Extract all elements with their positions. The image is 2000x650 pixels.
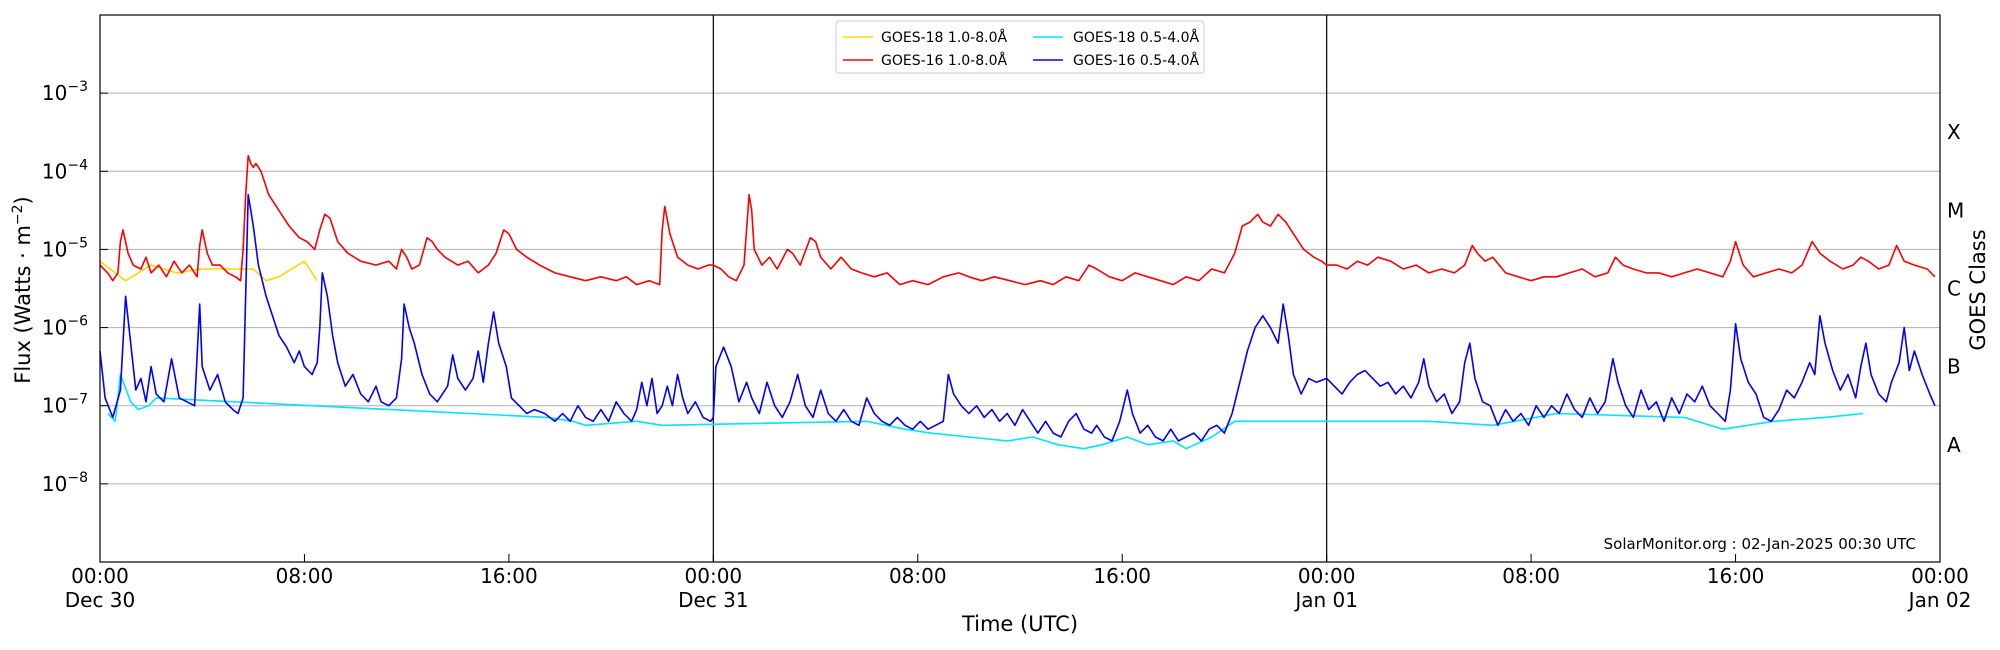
series-line	[99, 260, 318, 282]
day-boundaries	[712, 15, 1328, 562]
goes-class-label: M	[1947, 198, 1964, 222]
x-tick-time-label: 00:00	[1911, 564, 1969, 588]
y-axis-title-sup: −2	[10, 204, 26, 225]
y-tick-label: 10−4	[42, 157, 88, 183]
legend-label-goes18-short: GOES-18 0.5-4.0Å	[1073, 29, 1199, 46]
x-axis-title: Time (UTC)	[961, 612, 1078, 636]
y-tick-exponent: −7	[67, 392, 88, 408]
y-tick-label: 10−5	[42, 235, 88, 261]
goes-class-label: X	[1947, 120, 1961, 144]
plot-series	[99, 154, 1936, 450]
x-tick-time-label: 08:00	[889, 564, 947, 588]
legend-label-goes16-short: GOES-16 0.5-4.0Å	[1073, 52, 1199, 69]
goes-class-label: C	[1947, 277, 1961, 301]
y-tick-mantissa: 10	[42, 159, 67, 183]
series-line	[99, 193, 1936, 442]
grid-lines	[100, 92, 1940, 485]
y-tick-label: 10−6	[42, 314, 88, 340]
x-tick-time-label: 16:00	[1093, 564, 1151, 588]
credit-text: SolarMonitor.org : 02-Jan-2025 00:30 UTC	[1604, 535, 1916, 553]
x-tick-date-label: Dec 31	[678, 588, 749, 612]
x-tick-time-label: 00:00	[1298, 564, 1356, 588]
right-axis-title: GOES Class	[1966, 229, 1990, 350]
x-tick-date-label: Jan 02	[1907, 588, 1972, 612]
x-tick-time-label: 00:00	[685, 564, 743, 588]
y-axis-ticks: 10−310−410−510−610−710−8	[42, 79, 108, 496]
y-tick-label: 10−8	[42, 470, 88, 496]
y-tick-mantissa: 10	[42, 472, 67, 496]
x-tick-time-label: 16:00	[480, 564, 538, 588]
y-tick-mantissa: 10	[42, 394, 67, 418]
y-axis-title-close: )	[11, 196, 35, 204]
x-tick-time-label: 16:00	[1707, 564, 1765, 588]
goes-class-label: A	[1947, 433, 1961, 457]
y-tick-exponent: −5	[67, 235, 88, 251]
legend: GOES-18 1.0-8.0Å GOES-16 1.0-8.0Å GOES-1…	[835, 20, 1205, 74]
legend-box	[835, 20, 1205, 74]
y-tick-label: 10−7	[42, 392, 88, 418]
legend-label-goes16-long: GOES-16 1.0-8.0Å	[881, 52, 1007, 69]
x-tick-time-label: 00:00	[71, 564, 129, 588]
x-tick-time-label: 08:00	[276, 564, 334, 588]
y-tick-mantissa: 10	[42, 81, 67, 105]
x-tick-date-label: Dec 30	[65, 588, 136, 612]
y-tick-exponent: −4	[67, 157, 88, 173]
goes-class-label: B	[1947, 355, 1961, 379]
x-tick-date-label: Jan 01	[1293, 588, 1358, 612]
y-axis-title: Flux (Watts · m−2)	[10, 196, 35, 384]
series-line	[99, 154, 1936, 286]
y-axis-title-main: Flux (Watts · m	[11, 225, 35, 384]
y-tick-exponent: −3	[67, 79, 88, 95]
y-tick-mantissa: 10	[42, 316, 67, 340]
x-tick-time-label: 08:00	[1502, 564, 1560, 588]
y-tick-label: 10−3	[42, 79, 88, 105]
y-tick-exponent: −6	[67, 314, 88, 330]
y-tick-mantissa: 10	[42, 237, 67, 261]
y-tick-exponent: −8	[67, 470, 88, 486]
goes-class-labels: X M C B A	[1947, 120, 1964, 457]
plot-frame	[99, 14, 1941, 563]
legend-label-goes18-long: GOES-18 1.0-8.0Å	[881, 29, 1007, 46]
